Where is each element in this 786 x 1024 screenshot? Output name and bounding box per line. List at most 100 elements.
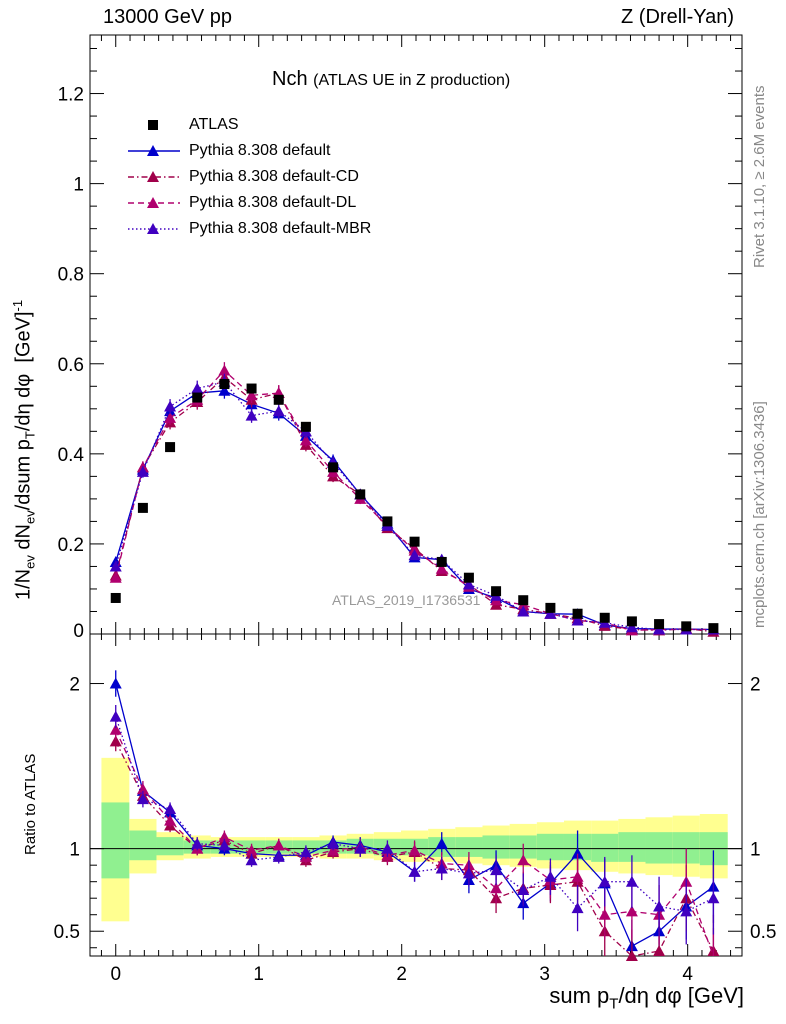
atlas-point: [110, 592, 121, 603]
ratio-point-mbr: [653, 900, 666, 912]
x-tick-label: 2: [396, 964, 407, 985]
ratio-point-dl: [218, 831, 231, 843]
title-sub: (ATLAS UE in Z production): [313, 72, 511, 89]
band-inner-bin: [455, 837, 483, 857]
point-default: [218, 384, 231, 396]
atlas-point: [599, 612, 610, 623]
ratio-point-cd: [625, 950, 638, 961]
atlas-point: [165, 442, 176, 453]
series-line-mbr: [115, 381, 714, 631]
atlas-point: [681, 621, 692, 632]
atlas-point: [300, 421, 311, 432]
ratio-tick-label: 2: [69, 675, 80, 696]
ratio-y-axis-label: Ratio to ATLAS: [22, 753, 39, 855]
rivet-label: Rivet 3.1.10, ≥ 2.6M events: [751, 85, 768, 269]
point-mbr: [625, 621, 638, 633]
legend-item-mbr: Pythia 8.308 default-MBR: [125, 216, 371, 242]
legend-item-default: Pythia 8.308 default: [125, 138, 371, 164]
band-inner-bin: [482, 835, 510, 859]
legend-item-dl: Pythia 8.308 default-DL: [125, 190, 371, 216]
legend: ATLAS Pythia 8.308 default Pythia 8.308 …: [125, 112, 371, 242]
band-inner-bin: [156, 837, 184, 856]
y-tick-label: 1.2: [58, 85, 84, 106]
ratio-point-mbr: [218, 839, 231, 851]
atlas-point: [246, 383, 257, 394]
legend-label: Pythia 8.308 default: [189, 142, 331, 159]
ratio-point-mbr: [517, 883, 530, 895]
legend-label: Pythia 8.308 default-CD: [189, 168, 359, 185]
point-mbr: [191, 382, 204, 394]
ratio-point-dl: [136, 783, 149, 795]
ratio-point-mbr: [680, 905, 693, 917]
ratio-point-mbr: [707, 892, 720, 904]
legend-label: ATLAS: [189, 116, 239, 133]
atlas-point: [626, 616, 637, 627]
ratio-point-mbr: [136, 793, 149, 805]
legend-marker-atlas: [148, 120, 158, 130]
point-mbr: [109, 560, 122, 572]
y-axis-label: 1/Nev dNev/dsum pT/dη dφ [GeV]-1: [10, 299, 38, 600]
ratio-point-default: [571, 847, 584, 859]
ratio-tick-label: 1: [69, 840, 80, 861]
atlas-point: [572, 608, 583, 619]
ratio-point-mbr: [272, 850, 285, 862]
ratio-point-mbr: [299, 845, 312, 857]
ratio-point-mbr: [625, 875, 638, 887]
ratio-point-dl: [598, 908, 611, 920]
atlas-point: [518, 595, 529, 606]
ratio-point-dl: [272, 839, 285, 851]
atlas-point: [708, 623, 719, 634]
ratio-point-dl: [109, 723, 122, 735]
ratio-point-default: [109, 677, 122, 689]
y-tick-label: 0.2: [58, 535, 84, 556]
legend-item-atlas: ATLAS: [125, 112, 371, 138]
point-dl: [299, 434, 312, 446]
point-mbr: [136, 465, 149, 477]
ratio-point-dl: [245, 844, 258, 856]
point-dl: [109, 571, 122, 583]
y-tick-label: 0.6: [58, 355, 84, 376]
band-inner-bin: [129, 830, 157, 861]
ratio-tick-label-right: 2: [750, 675, 761, 696]
atlas-point: [382, 516, 393, 527]
ratio-point-dl: [517, 854, 530, 866]
atlas-point: [328, 462, 339, 473]
legend-marker-dl: [128, 197, 180, 208]
ratio-point-mbr: [327, 837, 340, 849]
ratio-point-dl: [490, 882, 503, 894]
ratio-point-default: [435, 837, 448, 849]
collision-label: 13000 GeV pp: [103, 6, 232, 28]
atlas-point: [436, 556, 447, 567]
y-tick-label: 0: [73, 621, 84, 642]
atlas-point: [355, 489, 366, 500]
ratio-point-mbr: [245, 854, 258, 866]
process-label: Z (Drell-Yan): [621, 6, 734, 28]
analysis-watermark: ATLAS_2019_I1736531: [332, 592, 481, 608]
ratio-point-mbr: [354, 842, 367, 854]
point-mbr: [571, 614, 584, 626]
ratio-point-mbr: [408, 865, 421, 877]
ratio-tick-label-right: 0.5: [750, 922, 776, 943]
ratio-point-mbr: [435, 862, 448, 874]
point-dl: [218, 364, 231, 376]
ratio-point-dl: [571, 870, 584, 882]
atlas-point: [545, 602, 556, 613]
atlas-point: [192, 392, 203, 403]
legend-marker-cd: [128, 171, 180, 182]
atlas-point: [409, 536, 420, 547]
ratio-tick-label: 0.5: [54, 922, 80, 943]
band-inner-bin: [101, 802, 130, 879]
point-mbr: [408, 549, 421, 561]
ratio-point-dl: [408, 844, 421, 856]
ratio-point-mbr: [191, 837, 204, 849]
ratio-point-cd: [653, 945, 666, 957]
y-tick-label: 0.4: [58, 445, 85, 466]
mcplots-label: mcplots.cern.ch [arXiv:1306.3436]: [751, 401, 768, 628]
atlas-point: [219, 379, 230, 390]
ratio-point-mbr: [381, 842, 394, 854]
ratio-point-mbr: [544, 870, 557, 882]
band-inner-bin: [645, 832, 673, 864]
y-tick-label: 1: [73, 175, 84, 196]
title-main: Nch: [272, 68, 308, 90]
